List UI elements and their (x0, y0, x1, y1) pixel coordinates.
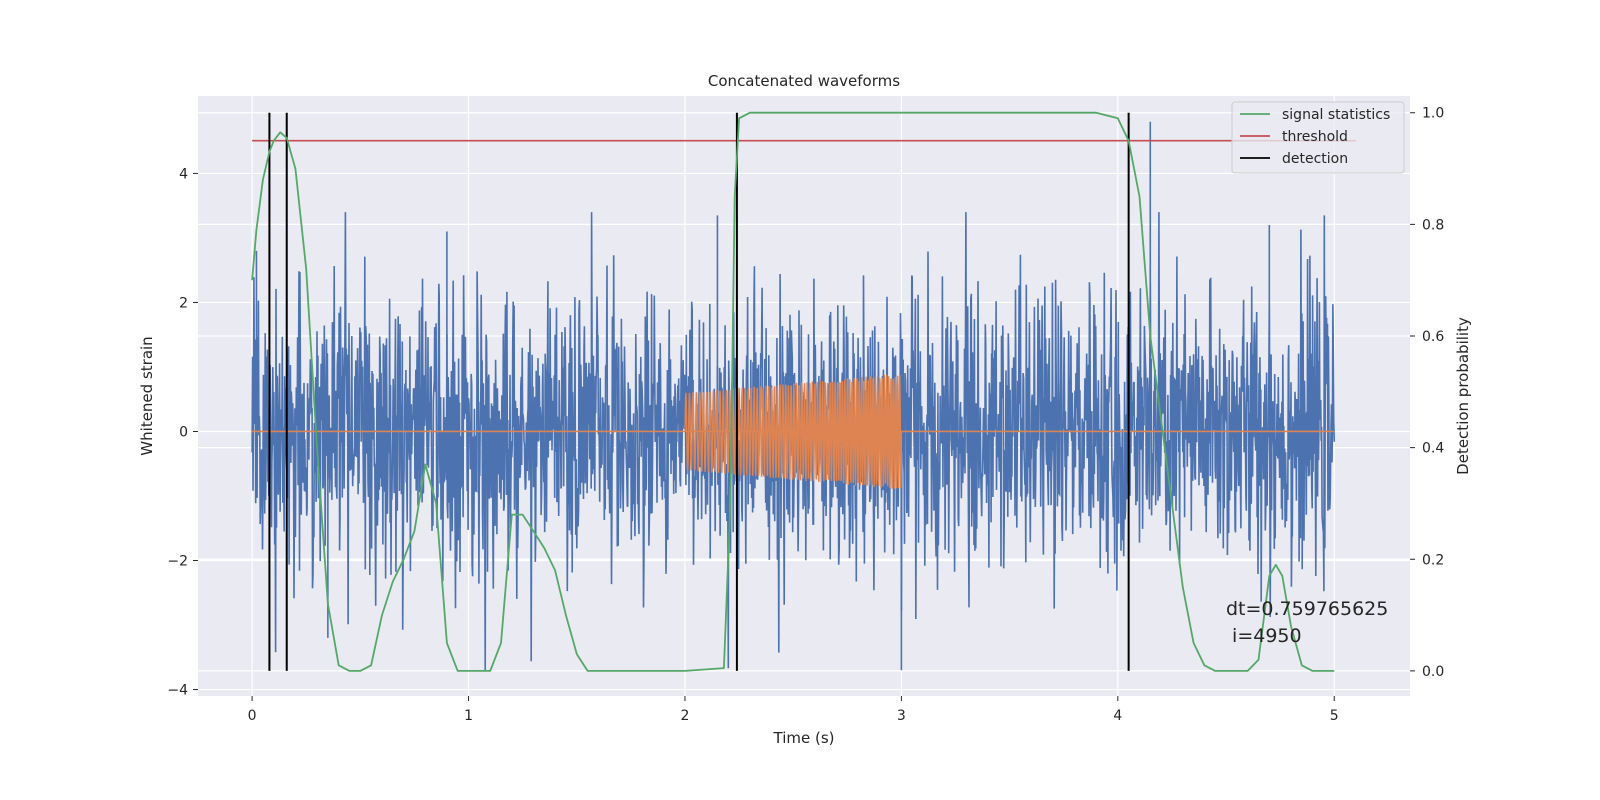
x-tick-label: 4 (1113, 708, 1122, 724)
legend-box (1231, 101, 1405, 174)
signal-statistics-line (251, 111, 1335, 672)
y2-tick-label: 0.0 (1422, 664, 1444, 680)
series-signal-statistics (251, 111, 1335, 672)
x-axis-label: Time (s) (773, 729, 835, 747)
legend-label-threshold: threshold (1282, 129, 1348, 145)
x-tick-label: 0 (248, 708, 257, 724)
legend-label-signal-statistics: signal statistics (1282, 107, 1390, 123)
x-tick-label: 1 (464, 708, 473, 724)
y-tick-label: −4 (167, 683, 188, 699)
series-detection (268, 112, 1130, 671)
x-tick-label: 5 (1330, 708, 1339, 724)
y2-tick-label: 0.6 (1422, 329, 1444, 345)
noise-line (251, 212, 1336, 671)
y2-axis-label: Detection probability (1454, 317, 1472, 475)
x-tick-label: 2 (681, 708, 690, 724)
chart-title: Concatenated waveforms (708, 72, 900, 90)
y2-tick-label: 0.8 (1422, 217, 1444, 233)
annotation-dt: dt=0.759765625 (1226, 598, 1388, 620)
series-injected-waveform (252, 374, 1335, 489)
y-axis-label: Whitened strain (138, 336, 156, 455)
y2-tick-label: 1.0 (1422, 106, 1444, 122)
legend: signal statistics threshold detection (1231, 101, 1405, 174)
y-tick-label: −2 (167, 554, 188, 570)
waveform-chirp (684, 374, 903, 489)
annotation-index: i=4950 (1226, 625, 1302, 647)
y2-tick-label: 0.2 (1422, 552, 1444, 568)
y-tick-label: 4 (179, 166, 188, 182)
y2-tick-label: 0.4 (1422, 441, 1444, 457)
y-tick-label: 2 (179, 295, 188, 311)
x-tick-label: 3 (897, 708, 906, 724)
ticks: 0 1 2 3 4 5 −4 −2 0 2 4 0.0 0.2 0.4 0.6 0.8 1.0 (167, 106, 1444, 724)
y-tick-label: 0 (179, 424, 188, 440)
legend-label-detection: detection (1282, 151, 1348, 167)
